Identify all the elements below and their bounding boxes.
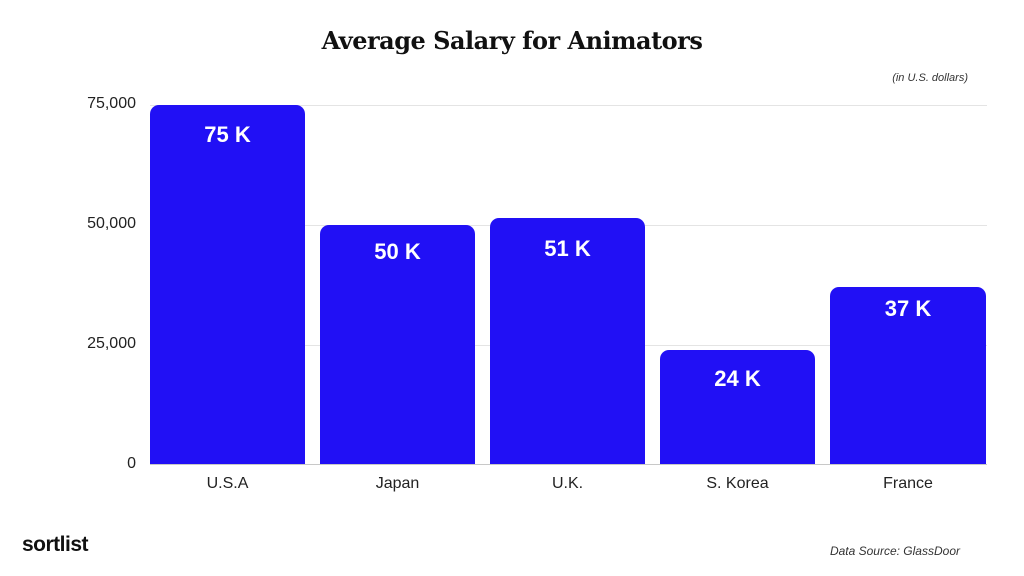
bar-value-label: 75 K	[204, 122, 251, 147]
bar-s-korea: 24 K	[660, 350, 815, 464]
bar-japan: 50 K	[320, 225, 475, 464]
bar-value-label: 51 K	[544, 236, 591, 261]
bar-france: 37 K	[830, 287, 986, 464]
bar-value-label: 37 K	[884, 296, 932, 321]
y-tick-50000: 50,000	[87, 215, 136, 232]
sortlist-logo: sortlist	[22, 533, 89, 556]
unit-note: (in U.S. dollars)	[892, 72, 968, 84]
plot-area: 75 K 50 K 51 K 24 K 37 K	[150, 105, 987, 464]
y-tick-25000: 25,000	[87, 335, 136, 352]
x-label-uk: U.K.	[551, 475, 584, 492]
x-axis-line	[150, 464, 987, 465]
data-source-note: Data Source: GlassDoor	[829, 544, 960, 558]
x-label-usa: U.S.A	[206, 475, 249, 492]
x-label-japan: Japan	[375, 475, 420, 492]
bar-value-label: 50 K	[374, 239, 421, 264]
x-label-france: France	[883, 475, 933, 492]
bar-uk: 51 K	[490, 218, 645, 464]
y-tick-75000: 75,000	[87, 95, 136, 112]
x-label-s-korea: S. Korea	[706, 475, 769, 492]
chart-title: Average Salary for Animators	[321, 26, 703, 55]
y-tick-0: 0	[127, 455, 136, 472]
gridline-75000	[150, 105, 987, 106]
bar-usa: 75 K	[150, 105, 305, 464]
bar-value-label: 24 K	[714, 366, 761, 391]
